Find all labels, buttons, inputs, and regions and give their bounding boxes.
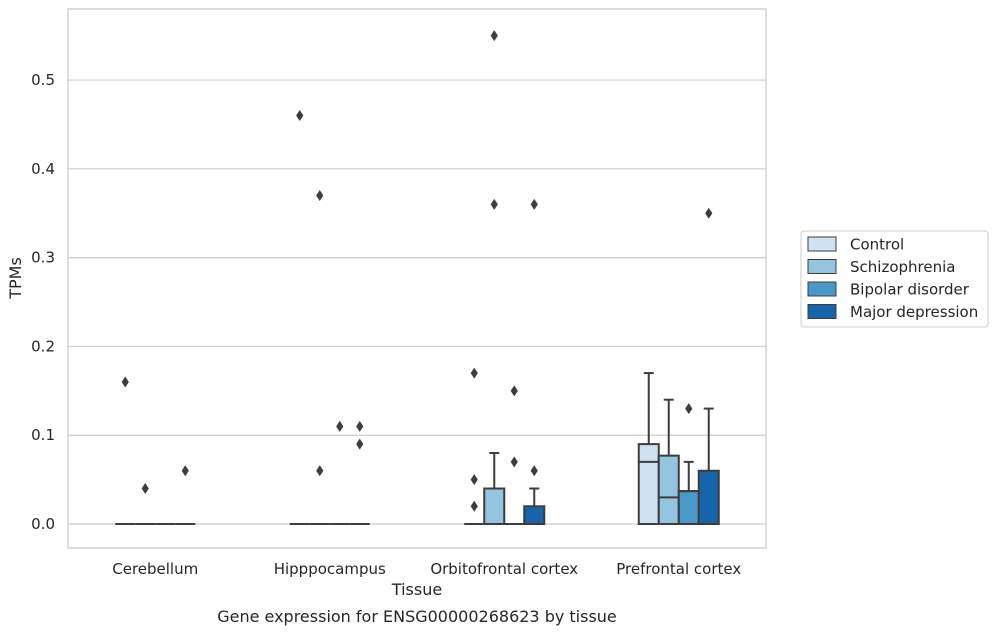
- box-2-1: [329, 420, 350, 526]
- box-body: [637, 443, 660, 526]
- outlier-point: [316, 465, 324, 477]
- x-tick-label: Orbitofrontal cortex: [430, 560, 578, 578]
- box-body: [697, 469, 720, 526]
- box-0-1: [289, 110, 310, 526]
- y-tick-label: 0.3: [31, 249, 55, 267]
- box-3-3: [697, 207, 720, 526]
- box-series: [115, 30, 720, 526]
- plot-area-frame: [67, 8, 767, 549]
- box-1-0: [135, 483, 156, 526]
- x-tick-label: Prefrontal cortex: [616, 560, 741, 578]
- y-tick-label: 0.2: [31, 337, 55, 355]
- outlier-point: [141, 483, 149, 495]
- outlier-point: [510, 385, 518, 397]
- y-axis-title: TPMs: [6, 257, 25, 300]
- box-3-0: [175, 465, 196, 526]
- outlier-point: [490, 30, 498, 42]
- outlier-point: [510, 456, 518, 468]
- chart-caption: Gene expression for ENSG00000268623 by t…: [217, 607, 617, 626]
- legend-swatch: [807, 281, 837, 297]
- legend: Control Schizophrenia Bipolar disorder Majo…: [800, 230, 989, 328]
- legend-label: Bipolar disorder: [850, 281, 970, 299]
- outlier-point: [705, 207, 713, 219]
- outlier-point: [356, 438, 364, 450]
- outlier-point: [296, 110, 304, 122]
- box-body: [657, 454, 680, 526]
- box-body: [677, 490, 700, 526]
- legend-label: Schizophrenia: [850, 258, 955, 276]
- outlier-point: [530, 465, 538, 477]
- box-1-3: [657, 398, 680, 526]
- outlier-point: [316, 189, 324, 201]
- x-tick-label: Cerebellum: [112, 560, 198, 578]
- legend-frame: [800, 230, 989, 328]
- box-1-1: [309, 189, 330, 526]
- box-1-2: [483, 30, 506, 526]
- box-3-2: [523, 198, 546, 526]
- y-tick-labels: 0.0 0.1 0.2 0.3 0.4 0.5: [31, 71, 55, 533]
- y-tick-label: 0.1: [31, 426, 55, 444]
- x-tick-label: Hipppocampus: [274, 560, 386, 578]
- outlier-point: [470, 474, 478, 486]
- box-2-2: [504, 385, 525, 526]
- legend-swatch: [807, 304, 837, 319]
- box-0-2: [464, 367, 485, 526]
- outlier-point: [685, 403, 693, 415]
- legend-swatch: [807, 259, 837, 274]
- legend-swatch: [807, 236, 837, 252]
- outlier-point: [181, 465, 189, 477]
- y-tick-label: 0.0: [31, 515, 55, 533]
- x-axis-title: Tissue: [391, 580, 442, 599]
- x-tick-labels: Cerebellum Hipppocampus Orbitofrontal cort…: [112, 560, 741, 578]
- outlier-point: [356, 420, 364, 432]
- legend-label: Major depression: [850, 303, 978, 321]
- legend-label: Control: [850, 236, 904, 254]
- box-2-3: [677, 403, 700, 526]
- box-body: [483, 487, 506, 526]
- box-body: [523, 505, 546, 526]
- outlier-point: [336, 420, 344, 432]
- outlier-point: [470, 367, 478, 379]
- y-tick-label: 0.4: [31, 160, 55, 178]
- box-0-3: [637, 372, 660, 526]
- outlier-point: [470, 500, 478, 512]
- outlier-point: [121, 376, 129, 388]
- box-3-1: [349, 420, 370, 526]
- outlier-point: [530, 198, 538, 210]
- y-tick-label: 0.5: [31, 71, 55, 89]
- outlier-point: [490, 198, 498, 210]
- box-0-0: [115, 376, 136, 526]
